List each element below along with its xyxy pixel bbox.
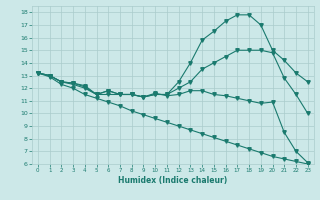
- X-axis label: Humidex (Indice chaleur): Humidex (Indice chaleur): [118, 176, 228, 185]
